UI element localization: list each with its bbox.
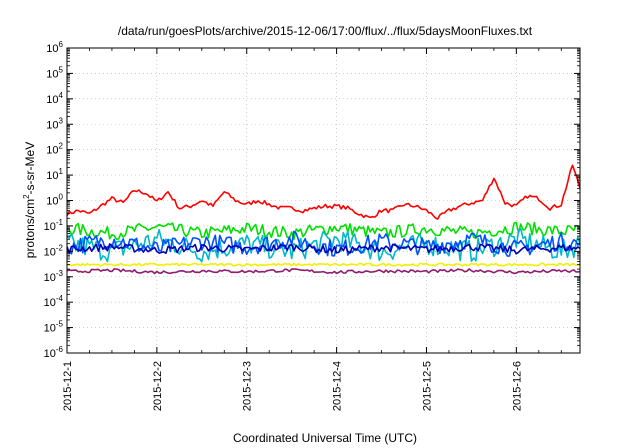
- y-tick-label: 10-4: [44, 294, 64, 309]
- y-tick-exp: 4: [59, 91, 64, 100]
- series-line: [66, 164, 581, 220]
- y-tick-base: 10: [46, 119, 58, 131]
- y-tick-exp: 3: [59, 116, 64, 125]
- y-tick-label: 102: [46, 142, 63, 157]
- tick-marks: [66, 47, 580, 354]
- y-tick-exp: 2: [59, 142, 64, 151]
- series-group: [66, 164, 581, 275]
- y-tick-label: 104: [46, 91, 63, 106]
- y-tick-base: 10: [44, 272, 56, 284]
- y-tick-base: 10: [44, 323, 56, 335]
- y-tick-base: 10: [46, 170, 58, 182]
- y-tick-exp: 6: [59, 40, 64, 49]
- x-tick-label: 2015-12-1: [62, 361, 74, 411]
- y-tick-base: 10: [44, 221, 56, 233]
- y-tick-exp: -1: [56, 218, 64, 227]
- y-axis-title: protons/cm2-s-sr-MeV: [22, 142, 37, 258]
- y-tick-label: 10-6: [44, 345, 64, 360]
- x-axis-title: Coordinated Universal Time (UTC): [233, 431, 417, 445]
- x-tick-label: 2015-12-6: [511, 361, 523, 411]
- series-line: [66, 262, 581, 267]
- y-tick-exp: -4: [56, 294, 64, 303]
- y-tick-base: 10: [44, 246, 56, 258]
- chart-title: /data/run/goesPlots/archive/2015-12-06/1…: [118, 24, 533, 38]
- y-tick-base: 10: [46, 94, 58, 106]
- y-tick-label: 101: [46, 167, 63, 182]
- y-tick-exp: -5: [56, 320, 64, 329]
- grid-lines: [67, 48, 580, 353]
- y-tick-label: 10-1: [44, 218, 64, 233]
- y-tick-label: 10-3: [44, 269, 64, 284]
- y-tick-label: 10-2: [44, 243, 64, 258]
- y-tick-label: 105: [46, 65, 63, 80]
- y-axis-title-base: protons/cm: [23, 199, 37, 258]
- y-tick-base: 10: [46, 68, 58, 80]
- y-tick-base: 10: [44, 348, 56, 360]
- y-tick-label: 100: [46, 193, 63, 208]
- series-line: [66, 230, 581, 257]
- x-tick-label: 2015-12-3: [242, 361, 254, 411]
- y-tick-exp: 0: [59, 193, 64, 202]
- x-tick-label: 2015-12-4: [332, 361, 344, 411]
- y-axis-title-sup: 2: [22, 194, 31, 199]
- y-tick-exp: -6: [56, 345, 64, 354]
- y-tick-exp: 5: [59, 65, 64, 74]
- y-tick-label: 106: [46, 40, 63, 55]
- y-tick-exp: -3: [56, 269, 64, 278]
- series-line: [66, 268, 581, 275]
- y-tick-base: 10: [46, 196, 58, 208]
- y-tick-base: 10: [44, 297, 56, 309]
- y-axis-title-rest: -s-sr-MeV: [23, 142, 37, 195]
- x-tick-labels: 2015-12-1 2015-12-2 2015-12-3 2015-12-4 2015…: [62, 361, 523, 411]
- y-tick-labels: 10-610-510-410-310-210-11001011021031041…: [44, 40, 64, 360]
- x-tick-label: 2015-12-5: [421, 361, 433, 411]
- y-tick-label: 103: [46, 116, 63, 131]
- y-tick-exp: 1: [59, 167, 64, 176]
- series-line: [67, 221, 581, 241]
- y-tick-base: 10: [46, 43, 58, 55]
- x-tick-label: 2015-12-2: [152, 361, 164, 411]
- y-tick-base: 10: [46, 145, 58, 157]
- y-tick-label: 10-5: [44, 320, 64, 335]
- y-tick-exp: -2: [56, 243, 64, 252]
- series-line: [66, 243, 581, 255]
